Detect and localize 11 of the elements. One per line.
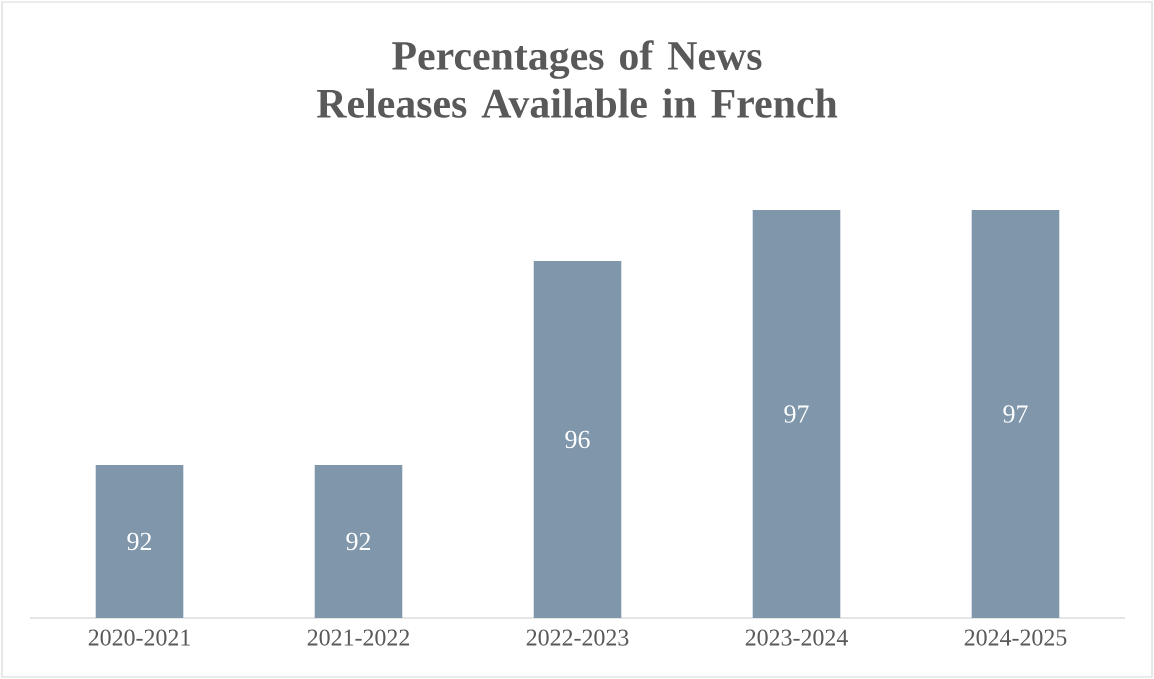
x-tick-label: 2023-2024 xyxy=(745,629,848,646)
data-label: 92 xyxy=(127,532,152,551)
data-label: 96 xyxy=(565,430,590,449)
x-tick-label: 2020-2021 xyxy=(88,629,190,646)
x-tick-label: 2021-2022 xyxy=(307,629,409,646)
data-label: 97 xyxy=(784,405,809,423)
chart-title: Percentages of News Releases Available in French xyxy=(317,40,838,118)
data-label: 97 xyxy=(1003,405,1028,423)
x-tick-label: 2022-2023 xyxy=(526,629,629,646)
data-label: 92 xyxy=(346,532,371,551)
x-tick-label: 2024-2025 xyxy=(964,629,1067,646)
